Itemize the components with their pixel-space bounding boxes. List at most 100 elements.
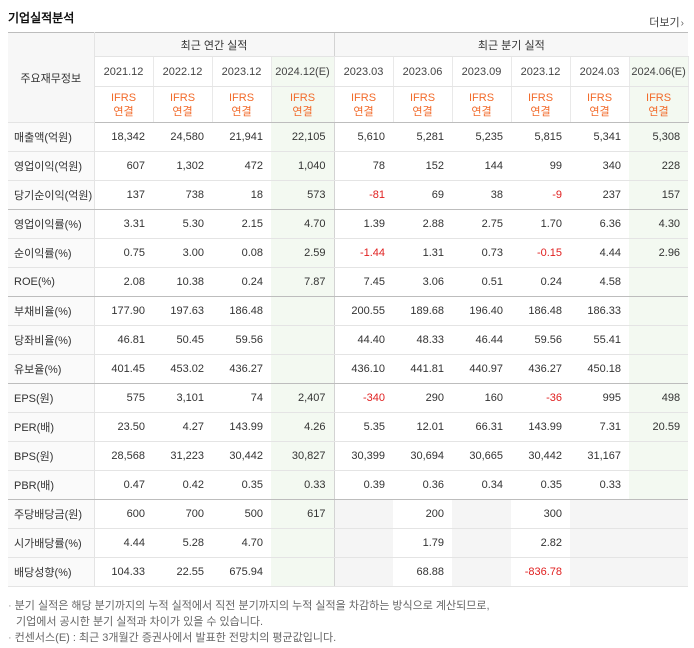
- row-label: 영업이익(억원): [8, 152, 94, 181]
- footnote-2: · 컨센서스(E) : 최근 3개월간 증권사에서 발표한 전망치의 평균값입니다…: [8, 630, 490, 646]
- table-row: ROE(%) 2.08 10.38 0.24 7.87 7.45 3.06 0.51 0.24 4…: [8, 268, 688, 297]
- table-cell: 30,665: [452, 442, 511, 471]
- period-header: 2023.12: [212, 57, 271, 87]
- table-cell: 99: [511, 152, 570, 181]
- row-label: 매출액(억원): [8, 123, 94, 152]
- table-cell: 700: [153, 500, 212, 529]
- table-cell: 0.34: [452, 471, 511, 500]
- table-cell: 0.47: [94, 471, 153, 500]
- basis-header: IFRS 연결: [570, 87, 629, 123]
- table-cell: 5,341: [570, 123, 629, 152]
- table-cell: 160: [452, 384, 511, 413]
- table-cell: 228: [629, 152, 688, 181]
- table-cell: 21,941: [212, 123, 271, 152]
- table-cell: 177.90: [94, 297, 153, 326]
- table-cell: 28,568: [94, 442, 153, 471]
- basis-standard: IFRS: [630, 91, 688, 105]
- table-row: 매출액(억원) 18,342 24,580 21,941 22,105 5,610 5,28…: [8, 123, 688, 152]
- table-cell: 5.28: [153, 529, 212, 558]
- header-group-row: 주요재무정보 최근 연간 실적 최근 분기 실적: [8, 33, 688, 57]
- basis-scope: 연결: [512, 105, 570, 119]
- table-cell: 472: [212, 152, 271, 181]
- table-cell: 74: [212, 384, 271, 413]
- footnote-1-cont: 기업에서 공시한 분기 실적과 차이가 있을 수 있습니다.: [8, 614, 490, 630]
- table-cell: 4.58: [570, 268, 629, 297]
- row-label: 순이익률(%): [8, 239, 94, 268]
- table-cell: 573: [271, 181, 334, 210]
- footnote-1: · 분기 실적은 해당 분기까지의 누적 실적에서 직전 분기까지의 누적 실적을…: [8, 598, 490, 614]
- table-cell: 675.94: [212, 558, 271, 587]
- table-cell: [271, 355, 334, 384]
- basis-standard: IFRS: [571, 91, 629, 105]
- basis-scope: 연결: [213, 105, 271, 119]
- table-cell: 1.39: [334, 210, 393, 239]
- table-cell: 12.01: [393, 413, 452, 442]
- table-cell: [570, 500, 629, 529]
- period-header: 2021.12: [94, 57, 153, 87]
- table-cell: 0.75: [94, 239, 153, 268]
- table-cell: 46.44: [452, 326, 511, 355]
- table-cell: [271, 297, 334, 326]
- period-header: 2023.06: [393, 57, 452, 87]
- table-cell: 2.75: [452, 210, 511, 239]
- table-cell: 738: [153, 181, 212, 210]
- table-row: BPS(원) 28,568 31,223 30,442 30,827 30,399 30,6…: [8, 442, 688, 471]
- period-header: 2024.12(E): [271, 57, 334, 87]
- table-cell: 498: [629, 384, 688, 413]
- table-cell: 1,040: [271, 152, 334, 181]
- table-cell: 2.82: [511, 529, 570, 558]
- table-cell: 20.59: [629, 413, 688, 442]
- table-cell: 30,442: [212, 442, 271, 471]
- table-cell: [629, 558, 688, 587]
- table-cell: -340: [334, 384, 393, 413]
- footnotes: · 분기 실적은 해당 분기까지의 누적 실적에서 직전 분기까지의 누적 실적을…: [8, 598, 490, 646]
- row-label: 부채비율(%): [8, 297, 94, 326]
- table-cell: 30,399: [334, 442, 393, 471]
- basis-header: IFRS 연결: [511, 87, 570, 123]
- row-label: BPS(원): [8, 442, 94, 471]
- table-cell: 23.50: [94, 413, 153, 442]
- period-row: 2021.12 2022.12 2023.12 2024.12(E) 2023.03 20…: [8, 57, 688, 87]
- table-cell: 48.33: [393, 326, 452, 355]
- table-cell: 340: [570, 152, 629, 181]
- basis-header: IFRS 연결: [393, 87, 452, 123]
- table-cell: 237: [570, 181, 629, 210]
- table-cell: 1,302: [153, 152, 212, 181]
- table-cell: 600: [94, 500, 153, 529]
- table-cell: 5,281: [393, 123, 452, 152]
- table-cell: 4.44: [570, 239, 629, 268]
- basis-standard: IFRS: [213, 91, 271, 105]
- table-cell: [629, 529, 688, 558]
- basis-standard: IFRS: [95, 91, 153, 105]
- row-label: 당좌비율(%): [8, 326, 94, 355]
- basis-header: IFRS 연결: [212, 87, 271, 123]
- basis-standard: IFRS: [154, 91, 212, 105]
- table-row: EPS(원) 575 3,101 74 2,407 -340 290 160 -36 995 498: [8, 384, 688, 413]
- table-cell: 186.48: [511, 297, 570, 326]
- table-cell: 450.18: [570, 355, 629, 384]
- table-cell: 0.73: [452, 239, 511, 268]
- basis-header: IFRS 연결: [629, 87, 688, 123]
- table-cell: 575: [94, 384, 153, 413]
- basis-scope: 연결: [571, 105, 629, 119]
- table-cell: 4.27: [153, 413, 212, 442]
- basis-header: IFRS 연결: [94, 87, 153, 123]
- table-cell: 436.27: [212, 355, 271, 384]
- more-link[interactable]: 더보기›: [649, 14, 684, 30]
- table-cell: [452, 500, 511, 529]
- row-label: 당기순이익(억원): [8, 181, 94, 210]
- chevron-right-icon: ›: [681, 18, 684, 29]
- row-label: PER(배): [8, 413, 94, 442]
- row-label: 배당성향(%): [8, 558, 94, 587]
- row-label: EPS(원): [8, 384, 94, 413]
- table-cell: 66.31: [452, 413, 511, 442]
- row-label: 주당배당금(원): [8, 500, 94, 529]
- table-cell: 186.48: [212, 297, 271, 326]
- table-cell: 0.24: [212, 268, 271, 297]
- table-cell: [629, 268, 688, 297]
- table-row: 배당성향(%) 104.33 22.55 675.94 68.88 -836.78: [8, 558, 688, 587]
- table-cell: 137: [94, 181, 153, 210]
- period-header: 2024.06(E): [629, 57, 688, 87]
- table-cell: 5.35: [334, 413, 393, 442]
- table-cell: 2.88: [393, 210, 452, 239]
